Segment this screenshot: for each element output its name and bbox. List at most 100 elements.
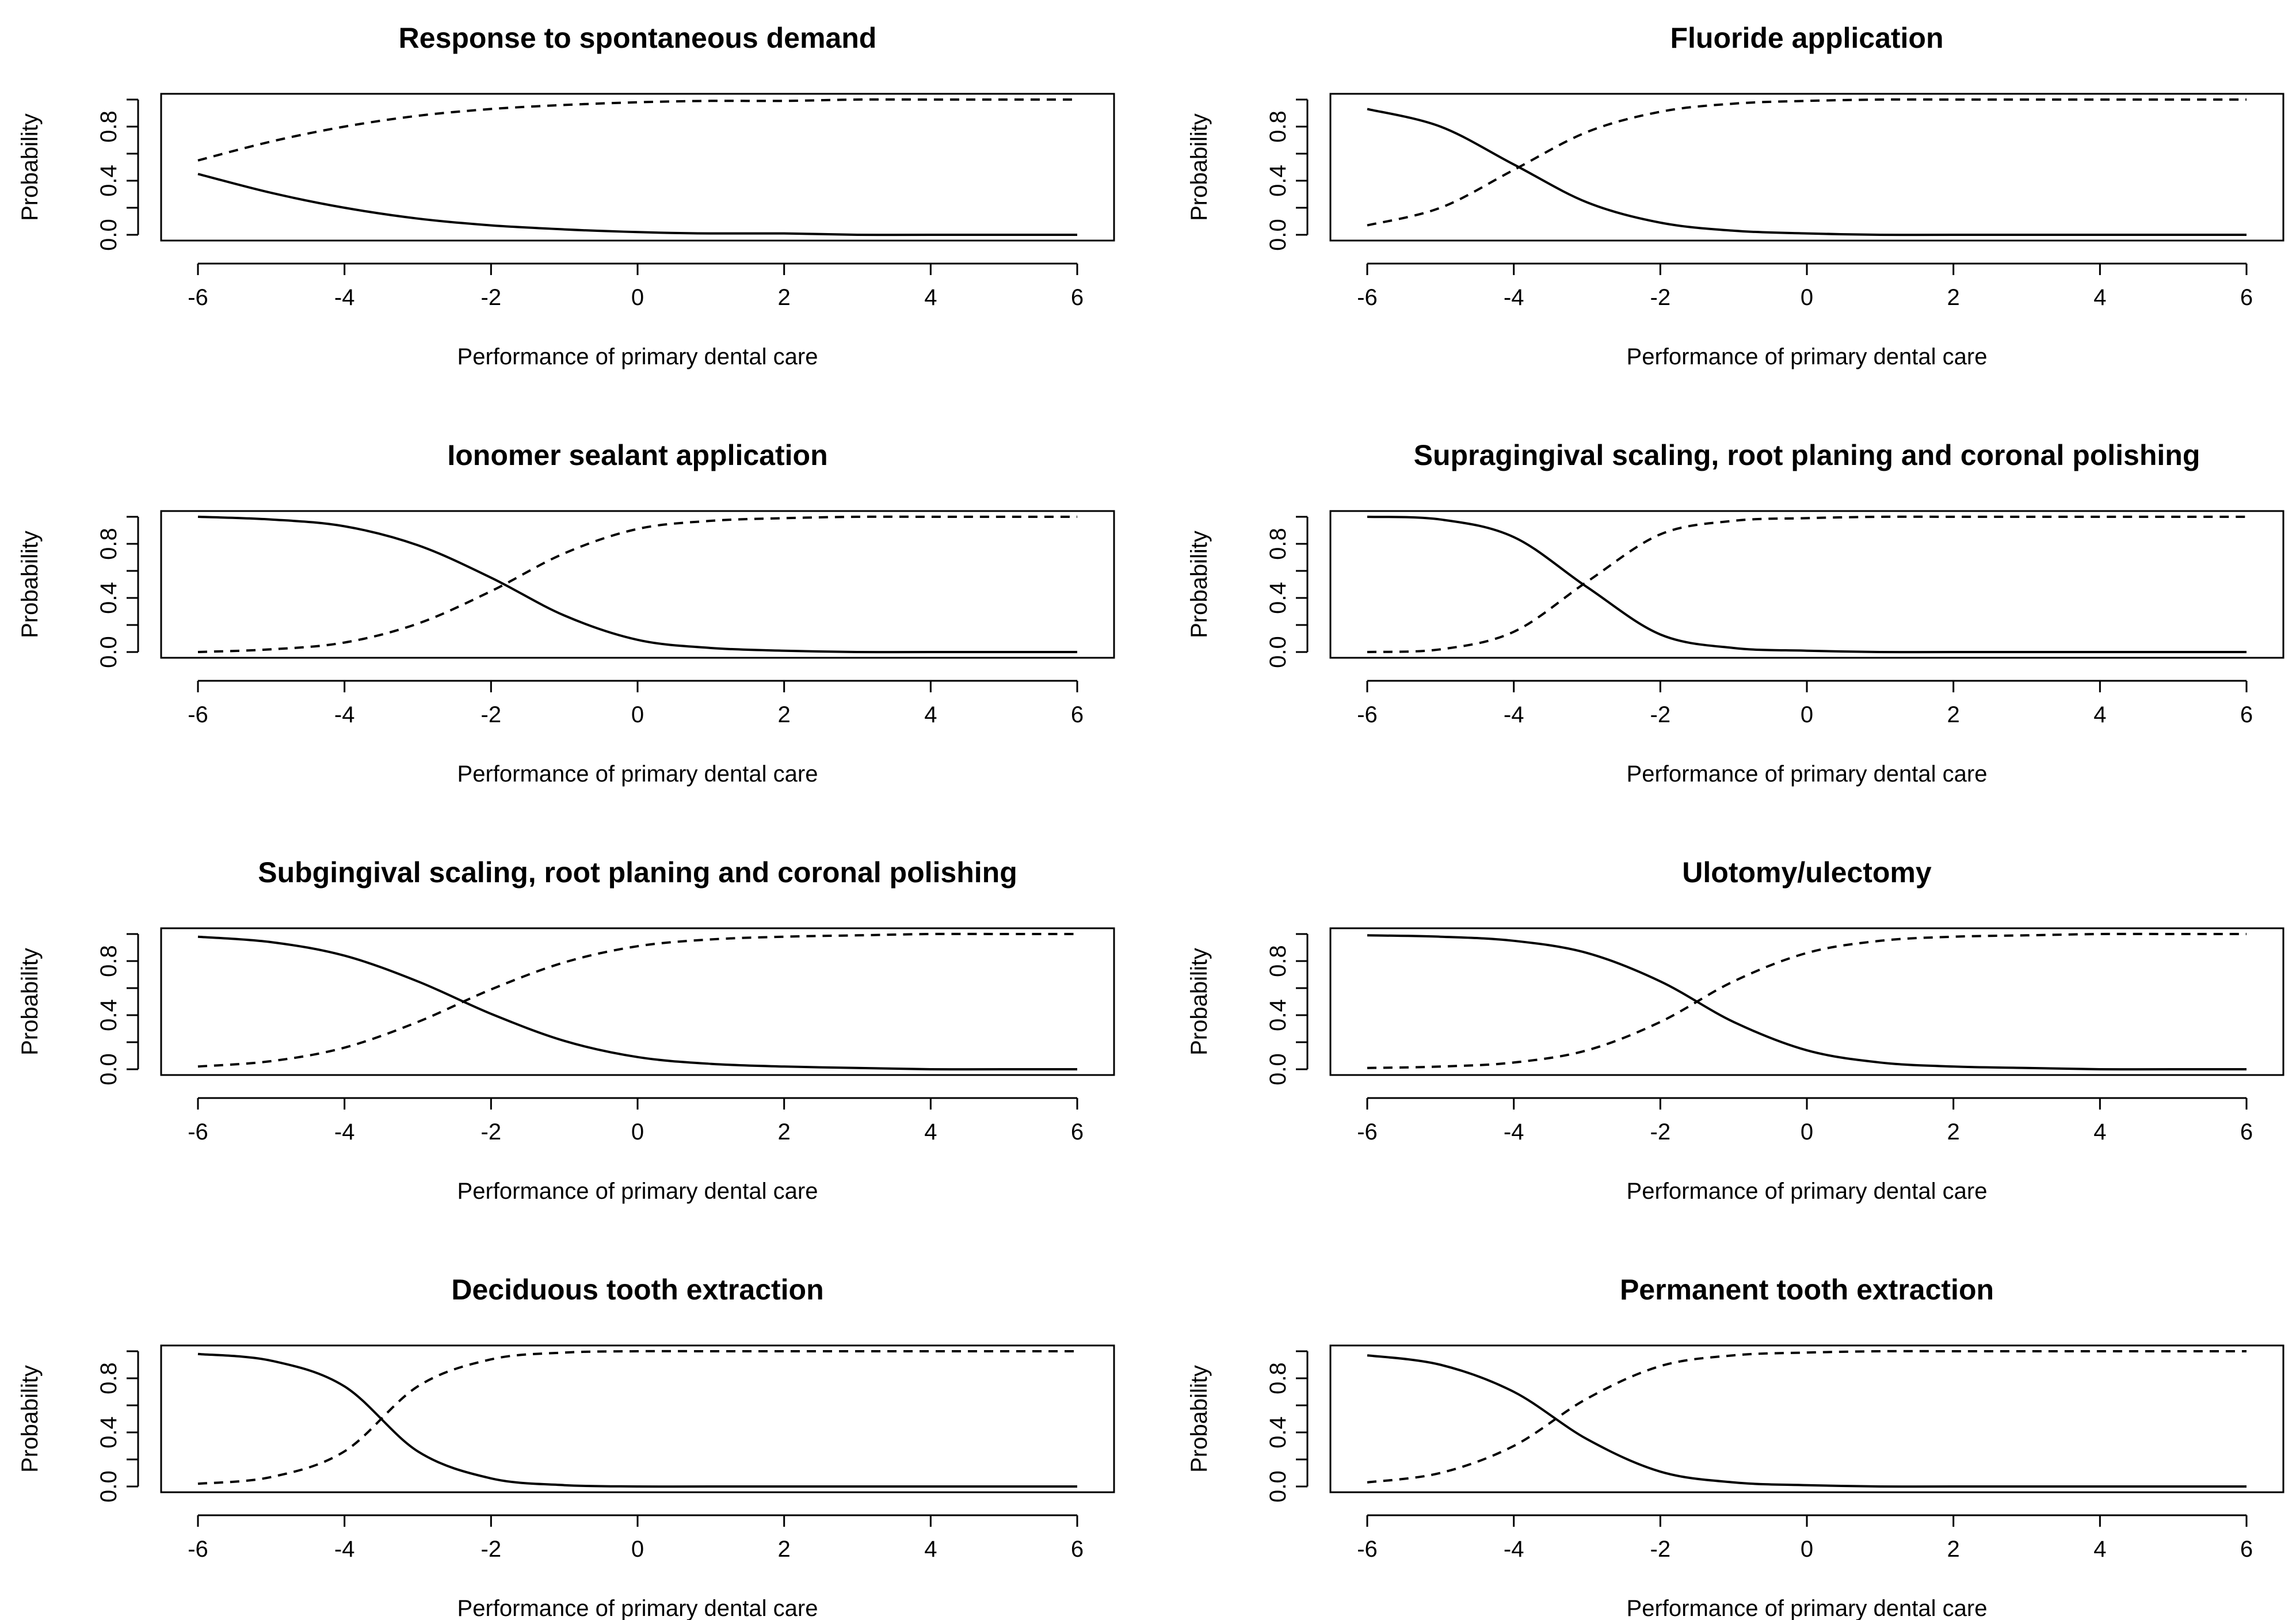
- y-axis-label: Probability: [1187, 1365, 1212, 1473]
- x-axis-label: Performance of primary dental care: [457, 1179, 818, 1204]
- chart-title: Fluoride application: [1670, 22, 1943, 54]
- y-tick-label: 0.4: [96, 582, 121, 614]
- chart-title: Ionomer sealant application: [447, 439, 827, 471]
- x-tick-label: 0: [1801, 285, 1813, 310]
- series-line-dashed: [197, 98, 1077, 162]
- x-tick-label: -2: [481, 1119, 502, 1145]
- x-tick-label: -2: [1650, 1537, 1671, 1562]
- x-tick-label: -6: [1357, 1119, 1378, 1145]
- x-tick-label: 4: [2093, 285, 2106, 310]
- x-tick-label: -2: [1650, 1119, 1671, 1145]
- y-axis-label: Probability: [17, 531, 43, 638]
- x-tick-label: 4: [2093, 702, 2106, 727]
- plot-frame: [160, 927, 1115, 1076]
- y-axis-label: Probability: [17, 948, 43, 1055]
- x-tick-label: 6: [1071, 1537, 1084, 1562]
- y-tick-label: 0.8: [96, 528, 121, 560]
- x-tick-label: -2: [481, 702, 502, 727]
- x-tick-label: 0: [631, 1119, 644, 1145]
- plot-frame: [160, 510, 1115, 659]
- x-tick-label: -2: [1650, 285, 1671, 310]
- y-tick-label: 0.0: [1265, 1053, 1291, 1085]
- series-line-dashed: [1367, 515, 2247, 653]
- chart-title: Supragingival scaling, root planing and …: [1414, 439, 2200, 471]
- y-tick-label: 0.4: [96, 165, 121, 197]
- x-tick-label: -4: [334, 285, 355, 310]
- series-line-dashed: [197, 1350, 1077, 1485]
- series-line-solid: [197, 516, 1077, 654]
- plot-frame: [1329, 510, 2284, 659]
- x-tick-label: -6: [1357, 1537, 1378, 1562]
- y-tick-label: 0.0: [1265, 219, 1291, 251]
- x-tick-label: -4: [334, 1119, 355, 1145]
- x-axis-label: Performance of primary dental care: [1627, 761, 1988, 787]
- x-tick-label: 0: [631, 702, 644, 727]
- series-line-dashed: [1367, 1350, 2247, 1484]
- x-tick-label: 6: [2240, 1537, 2253, 1562]
- x-tick-label: -4: [334, 1537, 355, 1562]
- x-tick-label: 2: [1947, 1537, 1960, 1562]
- x-tick-label: 2: [778, 285, 791, 310]
- x-tick-label: 0: [1801, 1119, 1813, 1145]
- y-tick-label: 0.4: [1265, 165, 1291, 197]
- x-tick-label: -2: [481, 285, 502, 310]
- x-tick-label: -2: [481, 1537, 502, 1562]
- x-tick-label: -4: [1504, 285, 1524, 310]
- chart-title: Deciduous tooth extraction: [451, 1274, 823, 1306]
- y-tick-label: 0.4: [1265, 1416, 1291, 1449]
- chart-title: Ulotomy/ulectomy: [1682, 856, 1932, 889]
- y-tick-label: 0.0: [96, 219, 121, 251]
- x-tick-label: 2: [1947, 702, 1960, 727]
- plot-frame: [160, 93, 1115, 242]
- x-axis-label: Performance of primary dental care: [457, 761, 818, 787]
- series-line-solid: [197, 935, 1077, 1071]
- y-tick-label: 0.0: [96, 1470, 121, 1503]
- x-tick-label: 0: [631, 285, 644, 310]
- y-tick-label: 0.0: [1265, 636, 1291, 668]
- x-tick-label: 2: [778, 1537, 791, 1562]
- y-tick-label: 0.8: [1265, 528, 1291, 560]
- x-tick-label: -4: [1504, 1119, 1524, 1145]
- series-line-dashed: [197, 932, 1077, 1068]
- x-tick-label: 6: [2240, 285, 2253, 310]
- series-line-solid: [197, 173, 1077, 237]
- y-tick-label: 0.4: [96, 1416, 121, 1449]
- x-tick-label: 4: [924, 1119, 937, 1145]
- chart-panel: Supragingival scaling, root planing and …: [1187, 439, 2284, 787]
- x-tick-label: 6: [1071, 285, 1084, 310]
- series-line-dashed: [197, 515, 1077, 653]
- y-axis-label: Probability: [1187, 948, 1212, 1055]
- y-axis-label: Probability: [1187, 531, 1212, 638]
- x-tick-label: -2: [1650, 702, 1671, 727]
- x-axis-label: Performance of primary dental care: [1627, 1596, 1988, 1620]
- y-tick-label: 0.8: [1265, 110, 1291, 143]
- y-axis-label: Probability: [17, 113, 43, 221]
- x-axis-label: Performance of primary dental care: [1627, 1179, 1988, 1204]
- y-tick-label: 0.8: [96, 1362, 121, 1394]
- series-line-solid: [1367, 934, 2247, 1071]
- series-line-dashed: [1367, 98, 2247, 227]
- x-tick-label: 6: [1071, 1119, 1084, 1145]
- y-tick-label: 0.4: [96, 999, 121, 1031]
- x-tick-label: -6: [1357, 702, 1378, 727]
- chart-panel: Ulotomy/ulectomy -6 -4 -2 0 2 4 6 Performance of…: [1187, 856, 2284, 1204]
- x-tick-label: 4: [924, 1537, 937, 1562]
- x-tick-label: 0: [631, 1537, 644, 1562]
- x-tick-label: -4: [1504, 702, 1524, 727]
- x-tick-label: 6: [2240, 702, 2253, 727]
- x-tick-label: 4: [2093, 1119, 2106, 1145]
- chart-panel: Response to spontaneous demand -6 -4 -2 0 2 4 6…: [17, 22, 1115, 369]
- y-tick-label: 0.4: [1265, 999, 1291, 1031]
- x-axis-label: Performance of primary dental care: [1627, 344, 1988, 369]
- chart-panel: Ionomer sealant application -6 -4 -2 0 2 4 6 Per…: [17, 439, 1115, 787]
- x-tick-label: -4: [1504, 1537, 1524, 1562]
- chart-panel: Subgingival scaling, root planing and co…: [17, 856, 1115, 1204]
- y-tick-label: 0.0: [96, 1053, 121, 1085]
- series-line-solid: [1367, 108, 2247, 237]
- chart-panel: Permanent tooth extraction -6 -4 -2 0 2 4 6 Perf…: [1187, 1274, 2284, 1620]
- x-tick-label: 4: [924, 702, 937, 727]
- y-axis-label: Probability: [1187, 113, 1212, 221]
- x-tick-label: -6: [188, 285, 208, 310]
- y-axis-label: Probability: [17, 1365, 43, 1473]
